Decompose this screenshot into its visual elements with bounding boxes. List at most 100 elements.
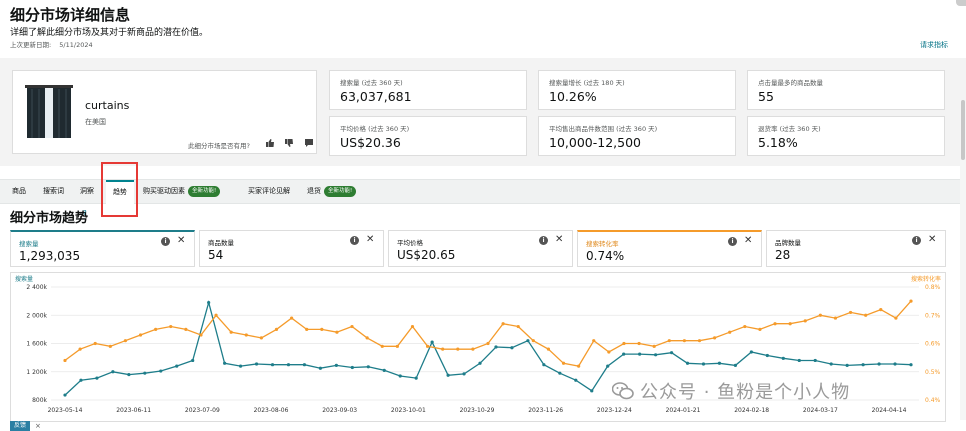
tab-trends[interactable]: 趋势 bbox=[106, 180, 134, 204]
info-icon[interactable]: i bbox=[539, 236, 548, 245]
metric-value: 63,037,681 bbox=[340, 89, 412, 104]
tab-returns[interactable]: 退货 全新功能! bbox=[307, 180, 357, 203]
thumbs-down-icon[interactable] bbox=[283, 137, 295, 149]
tab-insights[interactable]: 洞察 bbox=[80, 187, 94, 195]
data-point bbox=[685, 361, 690, 365]
metric-value: 10,000-12,500 bbox=[549, 135, 641, 150]
tab-review-insights[interactable]: 买家评论见解 bbox=[248, 187, 290, 195]
tab-search-terms[interactable]: 搜索词 bbox=[43, 187, 64, 195]
info-icon[interactable]: i bbox=[912, 236, 921, 245]
x-tick-label: 2023-11-26 bbox=[528, 407, 563, 414]
tab-products[interactable]: 商品 bbox=[12, 187, 26, 195]
trend-card-conversion-rate[interactable]: 搜索转化率 0.74% i ✕ bbox=[577, 230, 762, 267]
trend-card-label: 搜索转化率 bbox=[586, 240, 619, 248]
y2-tick-label: 0.6% bbox=[925, 341, 941, 348]
close-icon[interactable]: ✕ bbox=[177, 235, 186, 246]
data-point bbox=[818, 313, 822, 317]
data-point bbox=[701, 362, 706, 366]
metric-search-growth: 搜索量增长 (过去 180 天) 10.26% bbox=[538, 70, 736, 110]
scroll-thumb[interactable] bbox=[961, 100, 965, 160]
data-point bbox=[78, 347, 82, 351]
info-icon[interactable]: ? bbox=[83, 209, 87, 217]
data-point bbox=[382, 368, 386, 372]
thumbs-up-icon[interactable] bbox=[264, 137, 276, 149]
tab-bar: 商品 搜索词 洞察 趋势 购买驱动因素 全新功能! 买家评论见解 退货 全新功能! bbox=[0, 179, 966, 204]
info-icon[interactable]: i bbox=[350, 236, 359, 245]
close-icon[interactable]: ✕ bbox=[555, 234, 564, 245]
y-tick-label: 2 400k bbox=[26, 284, 47, 291]
data-point bbox=[682, 339, 686, 343]
data-point bbox=[697, 339, 702, 343]
last-updated-value: 5/11/2024 bbox=[59, 41, 93, 49]
trend-card-label: 平均价格 bbox=[397, 239, 423, 247]
data-point bbox=[274, 327, 279, 331]
data-point bbox=[861, 363, 865, 367]
data-point bbox=[877, 362, 881, 366]
data-point bbox=[254, 362, 259, 366]
x-tick-label: 2023-10-29 bbox=[460, 407, 495, 414]
tab-label: 退货 bbox=[307, 187, 321, 195]
x-tick-label: 2023-05-14 bbox=[48, 407, 83, 414]
request-metrics-link[interactable]: 请求指标 bbox=[920, 41, 948, 49]
x-tick-label: 2024-01-21 bbox=[666, 407, 701, 414]
data-point bbox=[199, 333, 203, 337]
trend-card-brand-count[interactable]: 品牌数量 28 i ✕ bbox=[766, 230, 946, 267]
data-point bbox=[879, 308, 883, 312]
trend-card-average-price[interactable]: 平均价格 US$20.65 i ✕ bbox=[388, 230, 573, 267]
watermark: 公众号 · 鱼粉是个小人物 bbox=[612, 378, 850, 404]
trend-card-search-volume[interactable]: 搜索量 1,293,035 i ✕ bbox=[10, 230, 195, 267]
close-icon[interactable]: ✕ bbox=[928, 234, 937, 245]
series-line-search-volume bbox=[64, 299, 912, 396]
data-point bbox=[335, 330, 339, 334]
y2-tick-label: 0.7% bbox=[925, 312, 941, 319]
data-point bbox=[414, 376, 418, 380]
metric-average-price: 平均价格 (过去 360 天) US$20.36 bbox=[329, 116, 527, 156]
data-point bbox=[909, 299, 913, 303]
scrollbar[interactable] bbox=[960, 100, 966, 420]
data-point bbox=[93, 341, 97, 346]
data-point bbox=[743, 324, 747, 329]
data-point bbox=[63, 358, 67, 363]
data-point bbox=[410, 324, 415, 329]
data-point bbox=[669, 351, 674, 355]
tab-purchase-drivers[interactable]: 购买驱动因素 全新功能! bbox=[143, 180, 221, 203]
info-icon[interactable]: i bbox=[728, 237, 737, 246]
comment-icon[interactable] bbox=[303, 137, 315, 149]
data-point bbox=[667, 339, 671, 343]
feedback-button[interactable]: 反馈 bbox=[10, 421, 31, 431]
data-point bbox=[441, 347, 445, 351]
x-tick-label: 2024-02-18 bbox=[734, 407, 769, 414]
data-point bbox=[893, 362, 897, 366]
data-point bbox=[123, 339, 128, 343]
data-point bbox=[214, 313, 218, 317]
metric-value: 55 bbox=[758, 89, 774, 104]
x-tick-label: 2023-08-06 bbox=[254, 407, 289, 414]
data-point bbox=[749, 350, 753, 354]
data-point bbox=[79, 378, 83, 382]
product-region: 在美国 bbox=[85, 118, 106, 126]
trend-card-product-count[interactable]: 商品数量 54 i ✕ bbox=[199, 230, 384, 267]
data-point bbox=[637, 341, 641, 346]
data-point bbox=[606, 364, 610, 368]
data-point bbox=[127, 372, 131, 377]
metric-return-rate: 退货率 (过去 360 天) 5.18% bbox=[747, 116, 945, 156]
data-point bbox=[713, 336, 717, 340]
feedback-close-icon[interactable]: × bbox=[35, 422, 41, 430]
data-point bbox=[350, 365, 354, 370]
info-icon[interactable]: i bbox=[161, 237, 170, 246]
x-tick-label: 2023-10-01 bbox=[391, 407, 426, 414]
data-point bbox=[558, 371, 562, 375]
y-tick-label: 800k bbox=[32, 397, 47, 404]
data-point bbox=[318, 366, 322, 370]
data-point bbox=[546, 347, 551, 351]
data-point bbox=[733, 363, 738, 367]
data-point bbox=[803, 319, 807, 323]
tab-label: 购买驱动因素 bbox=[143, 187, 185, 195]
data-point bbox=[728, 330, 732, 334]
y-tick-label: 1 600k bbox=[26, 341, 47, 348]
x-tick-label: 2023-09-03 bbox=[322, 407, 357, 414]
close-icon[interactable]: ✕ bbox=[744, 235, 753, 246]
metric-label: 平均价格 (过去 360 天) bbox=[340, 125, 410, 133]
metric-label: 平均售出商品件数范围 (过去 360 天) bbox=[549, 125, 658, 133]
close-icon[interactable]: ✕ bbox=[366, 234, 375, 245]
